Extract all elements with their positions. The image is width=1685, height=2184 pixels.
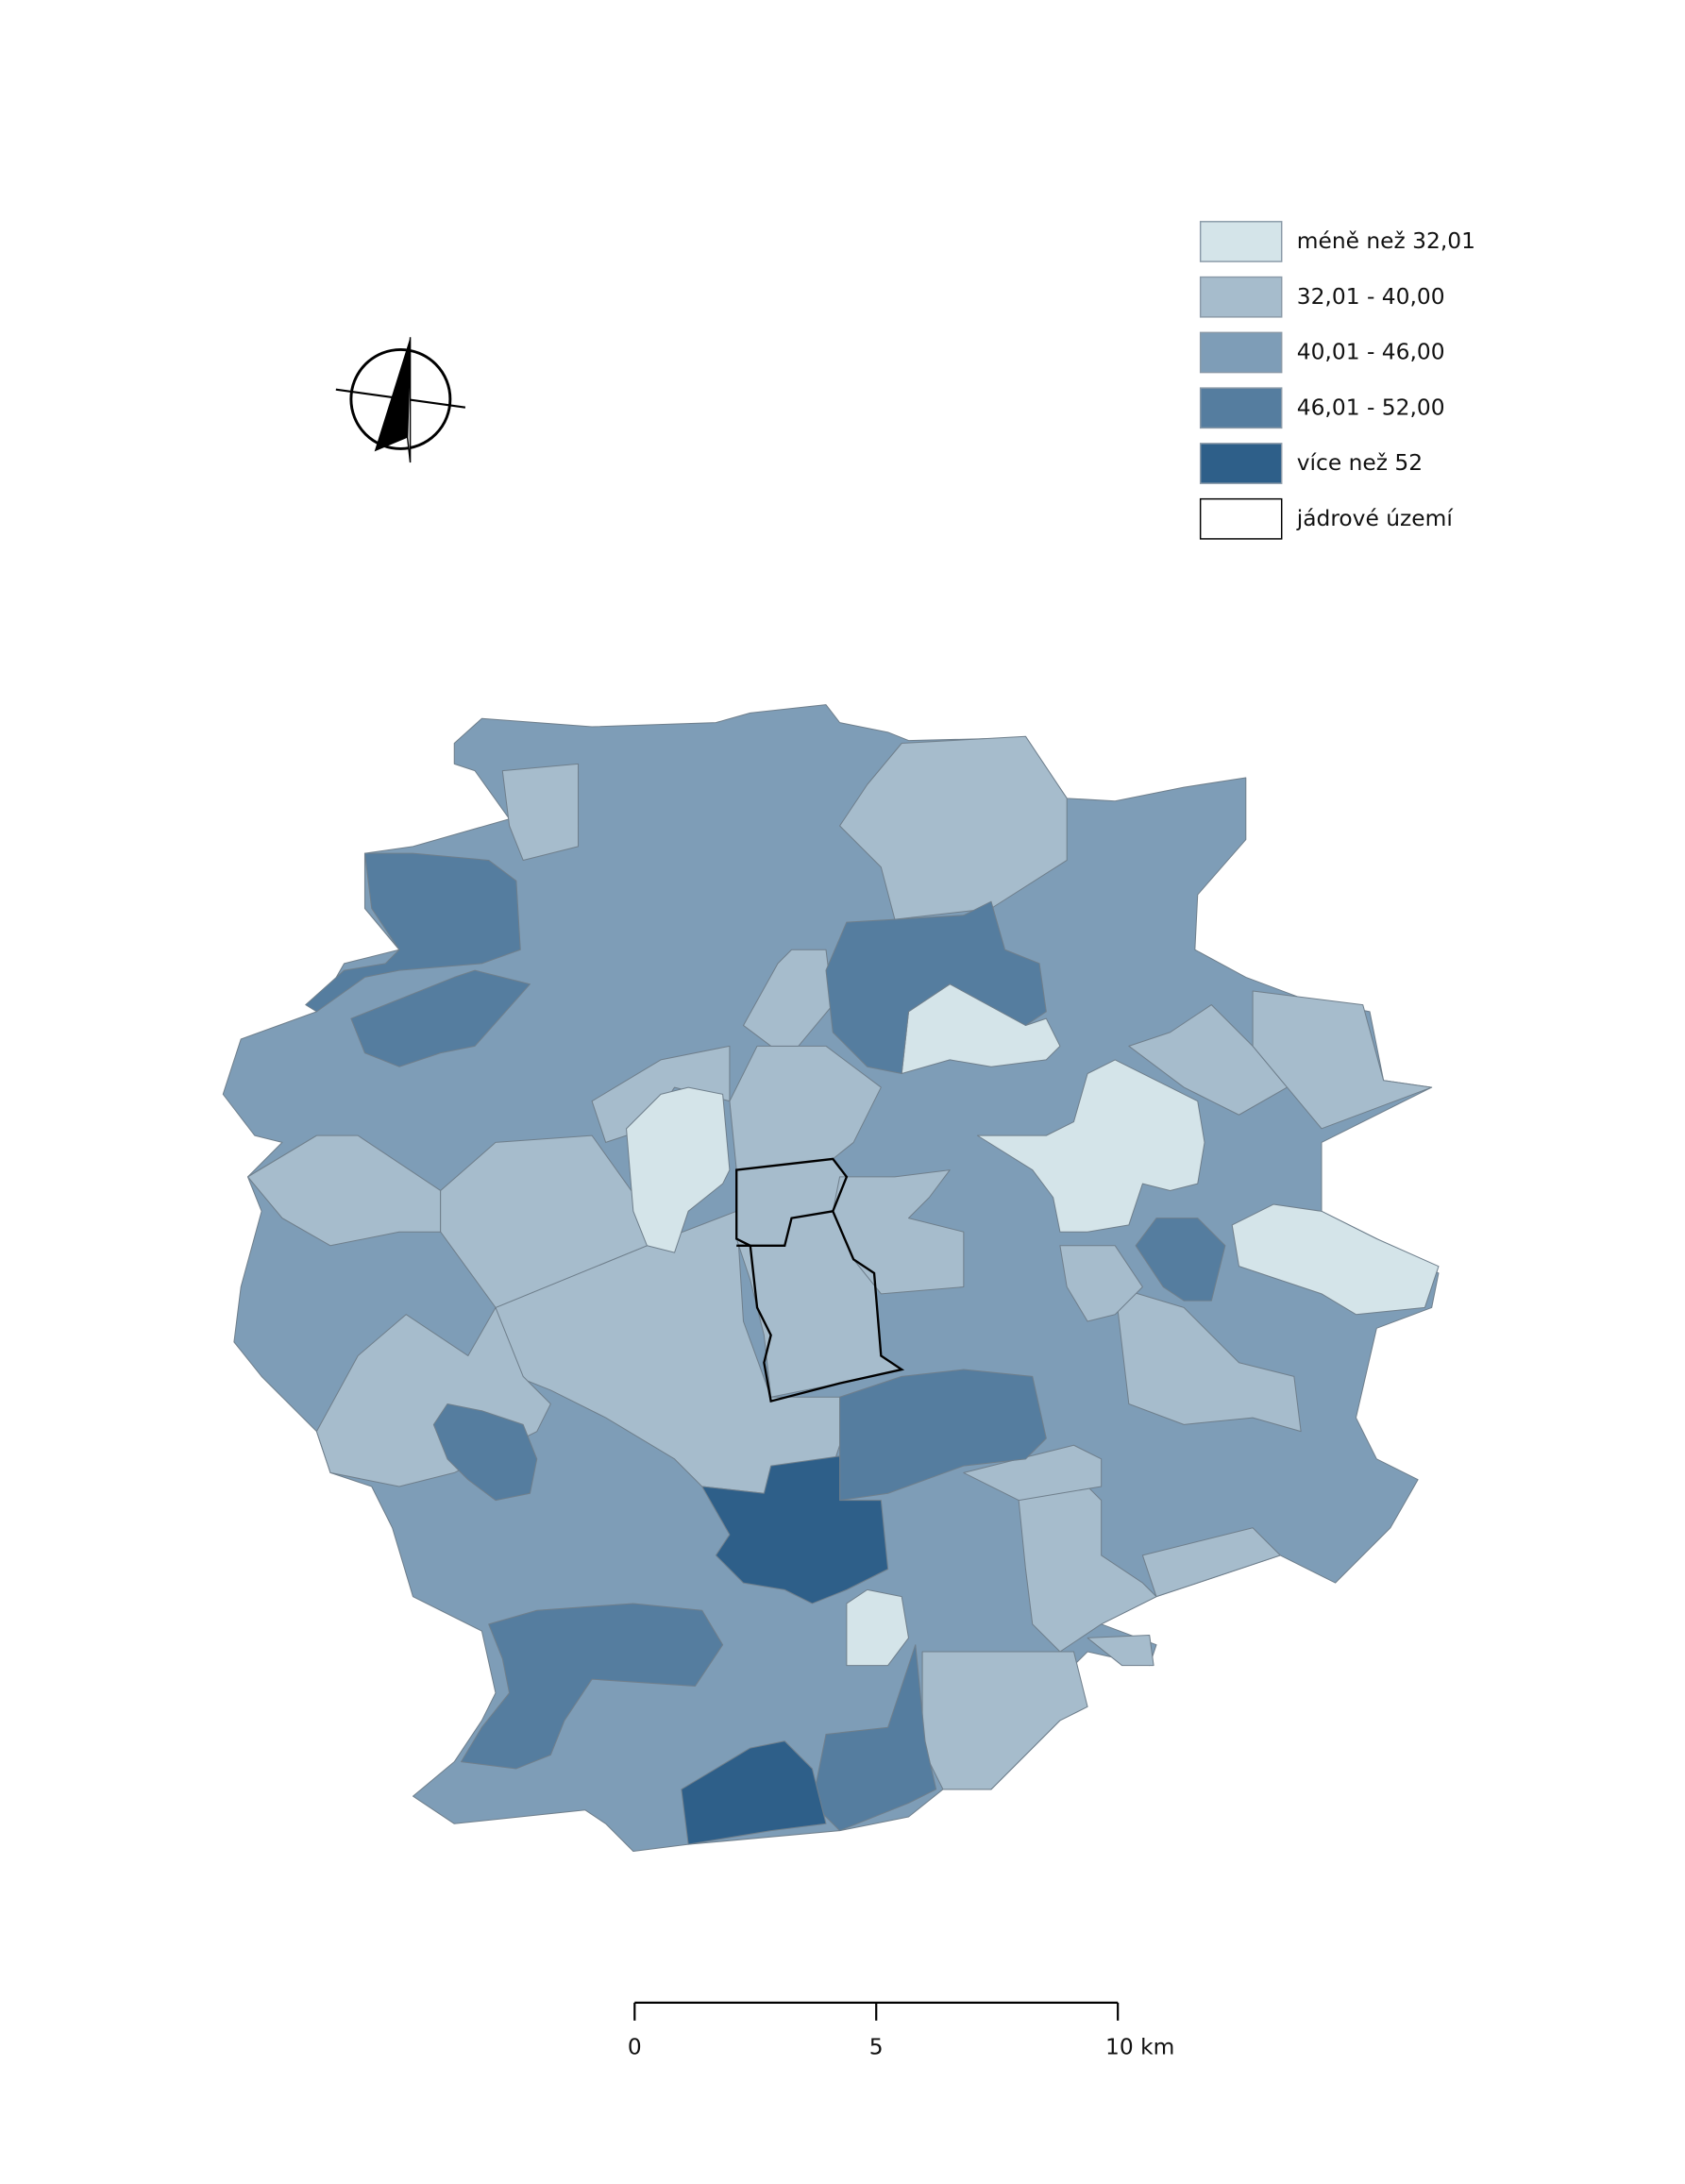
scale-label: 10 km	[1105, 2033, 1174, 2059]
legend-label: 40,01 - 46,00	[1297, 339, 1445, 365]
region	[1252, 990, 1433, 1130]
legend-swatch	[1199, 387, 1283, 429]
region	[1114, 1286, 1302, 1433]
region	[963, 1444, 1103, 1502]
region	[681, 1740, 827, 1845]
region	[1135, 1218, 1226, 1302]
region	[1231, 1203, 1440, 1316]
legend-swatch	[1199, 221, 1283, 262]
region	[1141, 1527, 1281, 1598]
north-needle	[374, 337, 411, 462]
region	[305, 852, 521, 1013]
region	[701, 1455, 889, 1604]
legend-swatch	[1199, 331, 1283, 374]
core-inner-line	[736, 1210, 834, 1247]
legend-label: 46,01 - 52,00	[1297, 394, 1445, 420]
legend-label: více než 52	[1297, 449, 1423, 476]
region	[350, 969, 531, 1067]
scale-label: 0	[628, 2033, 642, 2059]
region	[976, 1059, 1205, 1233]
legend-swatch	[1199, 276, 1283, 318]
scale-bar: 0 5 10 km	[628, 2001, 1174, 2059]
legend: méně než 32,01 32,01 - 40,00 40,01 - 46,00…	[1199, 221, 1475, 540]
region	[1087, 1634, 1154, 1667]
legend-label: jádrové území	[1296, 505, 1455, 531]
north-circle	[349, 347, 452, 450]
legend-swatch	[1199, 443, 1283, 484]
region	[921, 1651, 1088, 1790]
legend-label: 32,01 - 40,00	[1297, 283, 1445, 310]
region	[461, 1603, 724, 1770]
region	[825, 900, 1047, 1075]
legend-label: méně než 32,01	[1297, 227, 1475, 254]
region	[839, 1369, 1047, 1502]
north-needle-light	[406, 337, 412, 463]
legend-swatch	[1199, 497, 1283, 540]
region	[1059, 1245, 1143, 1322]
region	[432, 1403, 538, 1502]
regions	[222, 704, 1440, 1852]
north-arrow	[335, 337, 466, 463]
core-area	[735, 1157, 905, 1403]
region	[846, 1588, 910, 1667]
region	[839, 735, 1068, 920]
region	[626, 1086, 731, 1253]
region	[501, 763, 580, 861]
scale-label: 5	[869, 2033, 884, 2059]
